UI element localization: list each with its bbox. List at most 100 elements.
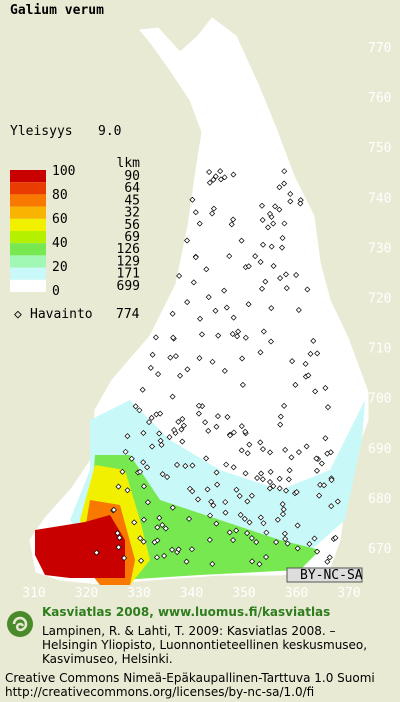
observation-dot bbox=[286, 467, 293, 474]
observation-dot bbox=[288, 454, 295, 461]
observation-dot bbox=[221, 367, 228, 374]
observation-dot bbox=[209, 358, 216, 365]
observation-dot bbox=[140, 483, 147, 490]
observation-dot bbox=[281, 180, 288, 187]
observation-dot bbox=[281, 168, 288, 175]
observation-dot bbox=[132, 403, 139, 410]
observation-dot bbox=[282, 535, 289, 542]
observation-dot bbox=[242, 334, 249, 341]
observation-dot bbox=[265, 224, 272, 231]
observation-dot bbox=[169, 393, 176, 400]
observation-dot bbox=[259, 216, 266, 223]
citation-line: Lampinen, R. & Lahti, T. 2009: Kasviatla… bbox=[42, 624, 336, 638]
license-badge-box bbox=[286, 567, 363, 583]
observation-dot bbox=[242, 470, 249, 477]
observation-dot bbox=[266, 485, 273, 492]
observation-dot bbox=[195, 410, 202, 417]
legend-percent: 80 bbox=[52, 188, 68, 203]
observation-dot bbox=[279, 244, 286, 251]
legend-swatch bbox=[10, 231, 46, 244]
observation-dot bbox=[223, 304, 230, 311]
observation-dot bbox=[195, 496, 202, 503]
observation-dot bbox=[189, 462, 196, 469]
legend-swatch bbox=[10, 206, 46, 219]
observation-dot bbox=[263, 529, 270, 536]
observation-dot bbox=[230, 216, 237, 223]
easting-label: 340 bbox=[180, 586, 203, 601]
observation-dot bbox=[176, 272, 183, 279]
frequency-value: 9.0 bbox=[98, 124, 121, 139]
observation-dot bbox=[184, 366, 191, 373]
observation-dot bbox=[245, 301, 252, 308]
observation-dot bbox=[93, 549, 100, 556]
observation-dot bbox=[268, 243, 275, 250]
observation-dot bbox=[179, 438, 186, 445]
observation-dot bbox=[234, 333, 241, 340]
observation-dot bbox=[230, 429, 237, 436]
observation-dot bbox=[212, 173, 219, 180]
observation-dot bbox=[260, 446, 266, 453]
observation-dot bbox=[213, 520, 220, 527]
observation-dot bbox=[274, 516, 281, 523]
observation-dot bbox=[131, 519, 138, 526]
mid-area bbox=[90, 455, 320, 580]
observation-dot bbox=[153, 554, 160, 561]
northing-label: 770 bbox=[368, 41, 391, 56]
observation-dot bbox=[210, 502, 217, 509]
observation-dot bbox=[196, 355, 203, 362]
observation-dot bbox=[328, 503, 335, 510]
observation-dot bbox=[259, 202, 265, 209]
observation-dot bbox=[295, 307, 302, 314]
observation-dot bbox=[276, 184, 283, 191]
observation-dot bbox=[241, 515, 248, 522]
observation-dot bbox=[244, 498, 251, 505]
observation-dot bbox=[253, 539, 260, 546]
observation-dot bbox=[221, 287, 228, 294]
observation-dot bbox=[222, 499, 229, 506]
observation-dot bbox=[205, 427, 212, 434]
observation-dot bbox=[207, 512, 214, 519]
observation-dot bbox=[204, 486, 211, 493]
observation-dot bbox=[281, 220, 288, 227]
observation-dot bbox=[229, 330, 236, 337]
observation-dot bbox=[140, 459, 147, 466]
northing-label: 700 bbox=[368, 392, 391, 407]
observation-dot bbox=[217, 168, 224, 175]
observation-dot bbox=[212, 307, 219, 314]
observation-dot bbox=[154, 537, 161, 544]
observation-dot bbox=[302, 360, 309, 367]
observation-dot bbox=[270, 220, 277, 227]
observation-dot bbox=[248, 492, 255, 499]
footer-heading: Kasviatlas 2008, www.luomus.fi/kasviatla… bbox=[42, 605, 330, 619]
observation-dot bbox=[270, 483, 277, 490]
observation-dot bbox=[140, 429, 147, 436]
legend-count: 699 bbox=[117, 279, 140, 294]
observation-dot bbox=[213, 469, 220, 476]
observation-dot bbox=[280, 506, 287, 513]
observation-dot bbox=[259, 476, 266, 483]
observation-dot bbox=[210, 176, 217, 183]
observation-dot bbox=[189, 196, 196, 203]
observation-dot bbox=[137, 535, 144, 542]
observation-dot bbox=[257, 258, 264, 265]
observation-dot bbox=[233, 527, 240, 534]
observation-dot bbox=[152, 334, 159, 341]
observation-dot bbox=[222, 509, 229, 516]
observation-dot bbox=[151, 539, 158, 546]
observation-dot bbox=[272, 203, 279, 210]
observation-dot bbox=[305, 372, 312, 379]
observation-dot bbox=[276, 485, 283, 492]
observation-dot bbox=[114, 530, 121, 537]
northing-label: 760 bbox=[368, 91, 391, 106]
legend-swatch bbox=[10, 218, 46, 231]
legend-swatch bbox=[10, 194, 46, 207]
observation-dot bbox=[184, 299, 191, 306]
legend-swatch bbox=[10, 170, 46, 183]
observation-dot bbox=[268, 338, 274, 345]
observation-dot bbox=[284, 540, 291, 547]
legend-count: 56 bbox=[124, 218, 140, 233]
legend-count: 64 bbox=[124, 181, 140, 196]
observation-dot bbox=[164, 474, 171, 481]
